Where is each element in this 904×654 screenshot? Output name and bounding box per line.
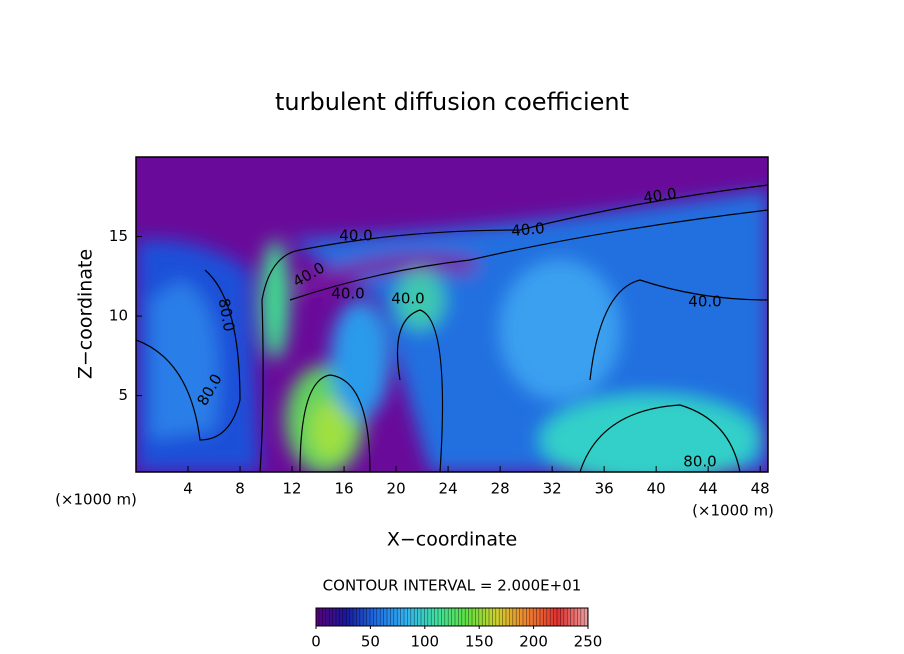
field [136,157,768,472]
contour-interval: CONTOUR INTERVAL = 2.000E+01 [323,577,582,595]
x-unit: (×1000 m) [692,502,774,520]
contour-label: 80.0 [683,453,716,471]
colorbar-tick-label: 150 [465,633,494,651]
y-axis-label: Z−coordinate [75,249,97,379]
x-tick-label: 32 [543,480,562,498]
colorbar-tick-label: 0 [311,633,321,651]
x-tick-label: 24 [439,480,458,498]
colorbar-tick-label: 100 [410,633,439,651]
contour-label: 40.0 [331,285,364,303]
colorbar-tick-label: 50 [361,633,380,651]
contour-label: 40.0 [688,293,721,311]
contour-label: 40.0 [511,219,546,240]
x-tick-label: 40 [647,480,666,498]
y-tick-label: 10 [109,307,128,325]
x-tick-label: 28 [491,480,510,498]
colorbar-tick-label: 200 [519,633,548,651]
x-tick-label: 36 [595,480,614,498]
x-unit-left: (×1000 m) [55,491,137,509]
contour-label: 40.0 [391,290,424,308]
x-tick-label: 20 [387,480,406,498]
y-tick-label: 5 [118,386,128,404]
colorbar [315,607,589,627]
x-tick-label: 16 [335,480,354,498]
x-axis-label: X−coordinate [387,529,517,551]
contour-label: 80.0 [215,297,239,333]
x-tick-label: 8 [235,480,245,498]
plot-frame [135,156,769,473]
x-tick-label: 48 [751,480,770,498]
x-tick-label: 44 [699,480,718,498]
chart-title: turbulent diffusion coefficient [275,88,629,116]
x-tick-label: 12 [283,480,302,498]
y-tick-label: 15 [109,227,128,245]
contour-label: 40.0 [339,227,372,245]
x-tick-label: 4 [183,480,193,498]
contour-label: 40.0 [642,184,678,206]
colorbar-tick-label: 250 [574,633,603,651]
